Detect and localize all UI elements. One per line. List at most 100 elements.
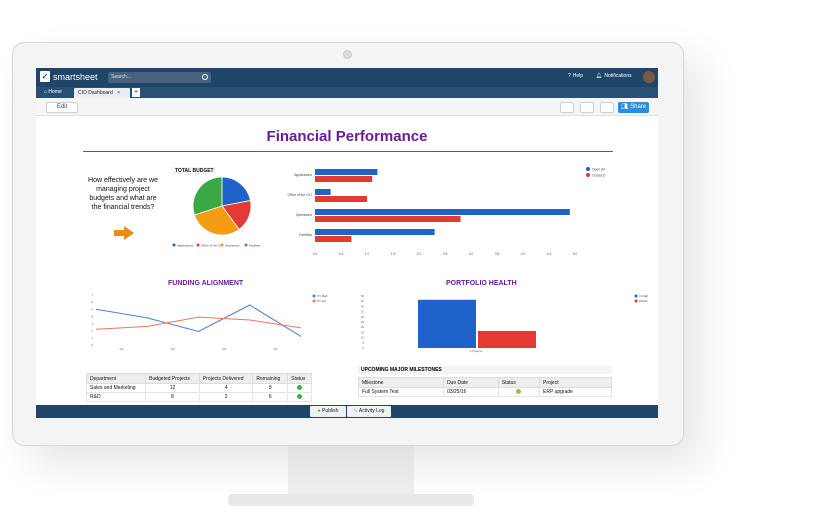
- edit-button[interactable]: Edit: [46, 102, 78, 113]
- notifications-label: Notifications: [604, 73, 632, 79]
- legend-label: Applications: [177, 244, 194, 248]
- print-icon[interactable]: [580, 102, 594, 113]
- legend-swatch: [312, 299, 316, 303]
- projects-table: Department Budgeted Projects Projects De…: [85, 373, 312, 402]
- bell-icon: 🔔︎: [596, 73, 603, 79]
- smartsheet-logo[interactable]: ✓ smartsheet: [40, 71, 98, 82]
- x-tick-label: Q4: [273, 347, 277, 351]
- column-header[interactable]: Budgeted Projects: [145, 373, 200, 384]
- status-cell: [287, 392, 312, 402]
- tab-home[interactable]: ⌂ Home: [40, 88, 66, 97]
- search-input[interactable]: Search...: [108, 72, 211, 83]
- x-tick-label: Q2: [171, 347, 175, 351]
- x-tick-label: 1.5: [391, 252, 396, 256]
- y-tick-label: 7: [91, 293, 93, 297]
- bar: [315, 216, 461, 222]
- department-cell: Sales and Marketing: [85, 383, 147, 393]
- project-cell: ERP upgrade: [539, 387, 612, 397]
- bar: [418, 299, 476, 348]
- logo-text: smartsheet: [53, 71, 98, 82]
- add-tab-button[interactable]: +: [132, 88, 140, 97]
- notifications-link[interactable]: 🔔︎ Notifications: [596, 73, 632, 79]
- x-tick-label: 0.5: [339, 252, 344, 256]
- monitor-base: [228, 494, 474, 506]
- bar: [315, 196, 367, 202]
- column-header[interactable]: Due Date: [442, 377, 499, 388]
- y-tick-label: 35: [361, 310, 365, 314]
- y-tick-label: 1: [91, 336, 93, 340]
- legend-label: Facilities: [249, 244, 261, 248]
- y-tick-label: 0: [91, 343, 93, 347]
- legend-label: Office of the CIO: [201, 244, 224, 248]
- column-header[interactable]: Project: [539, 377, 612, 388]
- table-row[interactable]: Full System Test 03/25/16 ERP upgrade: [358, 387, 612, 397]
- budget-bar-chart: Applications Office of the CIO Operations F…: [288, 167, 605, 256]
- bar: [315, 189, 331, 195]
- legend-swatch: [312, 294, 316, 298]
- y-tick-label: 15: [361, 330, 365, 334]
- activity-log-button[interactable]: ∿ Activity Log: [347, 406, 391, 417]
- legend-label: PY Act: [317, 299, 326, 303]
- column-header[interactable]: Department: [85, 373, 147, 384]
- y-tick-label: 4: [91, 314, 93, 318]
- monitor-icon[interactable]: [560, 102, 574, 113]
- close-icon[interactable]: ×: [117, 90, 121, 96]
- status-check-icon: [297, 393, 303, 399]
- pie-slice: [221, 176, 251, 207]
- legend-label: In Flight: [639, 294, 648, 298]
- page-title: Financial Performance: [266, 128, 428, 145]
- category-label: Facilities: [299, 233, 312, 237]
- status-dot-icon: [516, 388, 522, 394]
- home-icon: ⌂: [44, 89, 48, 95]
- help-link[interactable]: ? Help: [568, 73, 583, 79]
- legend-swatch: [172, 243, 176, 247]
- column-header[interactable]: Status: [287, 373, 312, 384]
- activity-label: Activity Log: [358, 408, 385, 414]
- y-tick-label: 20: [361, 325, 365, 329]
- legend-swatch: [586, 173, 590, 177]
- publish-button[interactable]: ● Publish: [310, 406, 346, 417]
- table-row[interactable]: R&D 8 2 6: [85, 392, 312, 402]
- legend-label: CY Bud: [317, 294, 328, 298]
- legend-label: Open (M): [592, 167, 605, 171]
- y-tick-label: 50: [361, 294, 365, 298]
- tab-cio-label: CIO Dashboard: [78, 90, 113, 96]
- legend-swatch: [220, 243, 224, 247]
- share-user-icon: 👥︎: [620, 104, 629, 110]
- title-divider: [83, 151, 613, 152]
- legend-swatch: [196, 243, 200, 247]
- question-text: How effectively are we managing project …: [88, 177, 158, 211]
- refresh-icon[interactable]: [600, 102, 614, 113]
- search-icon[interactable]: [202, 74, 208, 80]
- y-tick-label: 40: [361, 304, 365, 308]
- legend-label: Closed (M): [592, 173, 605, 177]
- x-tick-label: 0.0: [313, 252, 318, 256]
- table-row[interactable]: Sales and Marketing 12 4 8: [85, 383, 312, 393]
- column-header[interactable]: Remaining: [252, 373, 289, 384]
- column-header[interactable]: Status: [497, 377, 541, 388]
- dashboard-canvas: Financial Performance How effectively ar…: [40, 116, 654, 402]
- category-label: Operations: [296, 213, 312, 217]
- status-check-icon: [297, 384, 303, 390]
- avatar[interactable]: [643, 71, 655, 83]
- tab-home-label: Home: [48, 89, 62, 95]
- x-tick-label: 2.5: [443, 252, 448, 256]
- series-line: [95, 304, 302, 337]
- share-button[interactable]: 👥︎ Share: [618, 102, 649, 113]
- delivered-cell: 4: [198, 383, 254, 393]
- x-tick-label: 2.0: [417, 252, 422, 256]
- pie-slice: [192, 176, 223, 216]
- legend-swatch: [634, 299, 638, 303]
- x-tick-label: 4.5: [547, 252, 552, 256]
- column-header[interactable]: Projects Delivered: [198, 373, 254, 384]
- column-header[interactable]: Milestone: [358, 377, 444, 388]
- y-tick-label: 5: [362, 341, 364, 345]
- webcam: [343, 50, 352, 59]
- tab-cio-dashboard[interactable]: CIO Dashboard ×: [74, 88, 130, 98]
- bar: [478, 330, 536, 348]
- legend-swatch: [586, 167, 590, 171]
- y-tick-label: 3: [91, 322, 93, 326]
- tab-bar: ⌂ Home CIO Dashboard × +: [36, 87, 658, 98]
- share-label: Share: [630, 104, 647, 110]
- due-date-cell: 03/25/16: [442, 387, 499, 397]
